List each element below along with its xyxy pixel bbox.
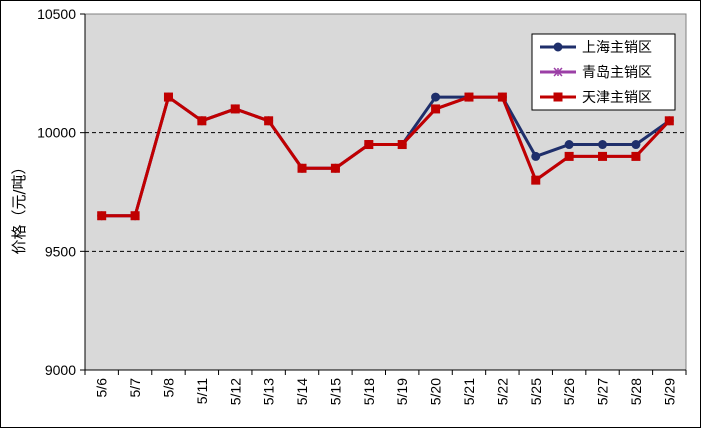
x-tick-label: 5/11 (194, 378, 210, 404)
data-point (163, 92, 173, 102)
y-tick-label: 9500 (45, 243, 76, 259)
data-point (598, 151, 608, 161)
data-point (598, 140, 608, 150)
data-point (97, 211, 107, 221)
data-point (631, 151, 641, 161)
data-point (264, 116, 274, 126)
grid-lines (85, 132, 686, 252)
y-tick-label: 10000 (37, 125, 76, 141)
x-tick-label: 5/18 (361, 378, 377, 405)
data-point (664, 116, 674, 126)
x-tick-label: 5/13 (261, 378, 277, 405)
x-tick-label: 5/29 (661, 378, 677, 405)
data-point (297, 163, 307, 173)
data-point (631, 140, 641, 150)
x-tick-label: 5/26 (561, 378, 577, 405)
data-point (197, 116, 207, 126)
x-tick-label: 5/6 (94, 378, 110, 398)
data-point (330, 163, 340, 173)
data-point (431, 104, 441, 114)
x-tick-label: 5/21 (461, 378, 477, 405)
data-point (564, 151, 574, 161)
data-point (564, 140, 574, 150)
legend-label: 青岛主销区 (582, 65, 652, 81)
data-point (230, 104, 240, 114)
legend-label: 天津主销区 (582, 90, 652, 106)
data-point (553, 42, 563, 52)
series-line (101, 95, 671, 218)
y-tick-label: 9000 (45, 362, 76, 378)
data-point (364, 140, 374, 150)
x-tick-label: 5/25 (528, 378, 544, 405)
x-tick-label: 5/8 (160, 378, 176, 398)
data-point (431, 92, 441, 102)
x-tick-label: 5/22 (494, 378, 510, 405)
data-point (130, 211, 140, 221)
legend-entry: 天津主销区 (540, 90, 652, 106)
x-tick-label: 5/7 (127, 378, 143, 398)
axes (80, 13, 687, 375)
data-point (531, 151, 541, 161)
x-tick-label: 5/27 (595, 378, 611, 405)
y-tick-label: 10500 (37, 6, 76, 22)
data-point (553, 92, 563, 102)
legend-entry: 青岛主销区 (540, 65, 652, 81)
legend-label: 上海主销区 (582, 40, 652, 56)
x-tick-label: 5/12 (227, 378, 243, 405)
data-point (397, 140, 407, 150)
x-tick-label: 5/15 (327, 378, 343, 405)
y-tick-labels: 9000 9500 10000 10500 (37, 6, 76, 378)
x-tick-label: 5/14 (294, 378, 310, 405)
data-point (553, 67, 563, 77)
series (97, 92, 674, 221)
series-lines (97, 92, 674, 221)
legend-entry: 上海主销区 (540, 40, 652, 56)
x-tick-label: 5/20 (428, 378, 444, 405)
data-point (531, 175, 541, 185)
y-axis-title: 价格（元/吨） (10, 159, 28, 254)
x-tick-label: 5/19 (394, 378, 410, 405)
data-point (497, 92, 507, 102)
x-tick-labels: 5/6 5/7 5/8 5/11 5/12 5/13 5/14 5/15 5/18 5/19 5/2… (94, 378, 678, 405)
data-point (464, 92, 474, 102)
x-tick-label: 5/28 (628, 378, 644, 405)
